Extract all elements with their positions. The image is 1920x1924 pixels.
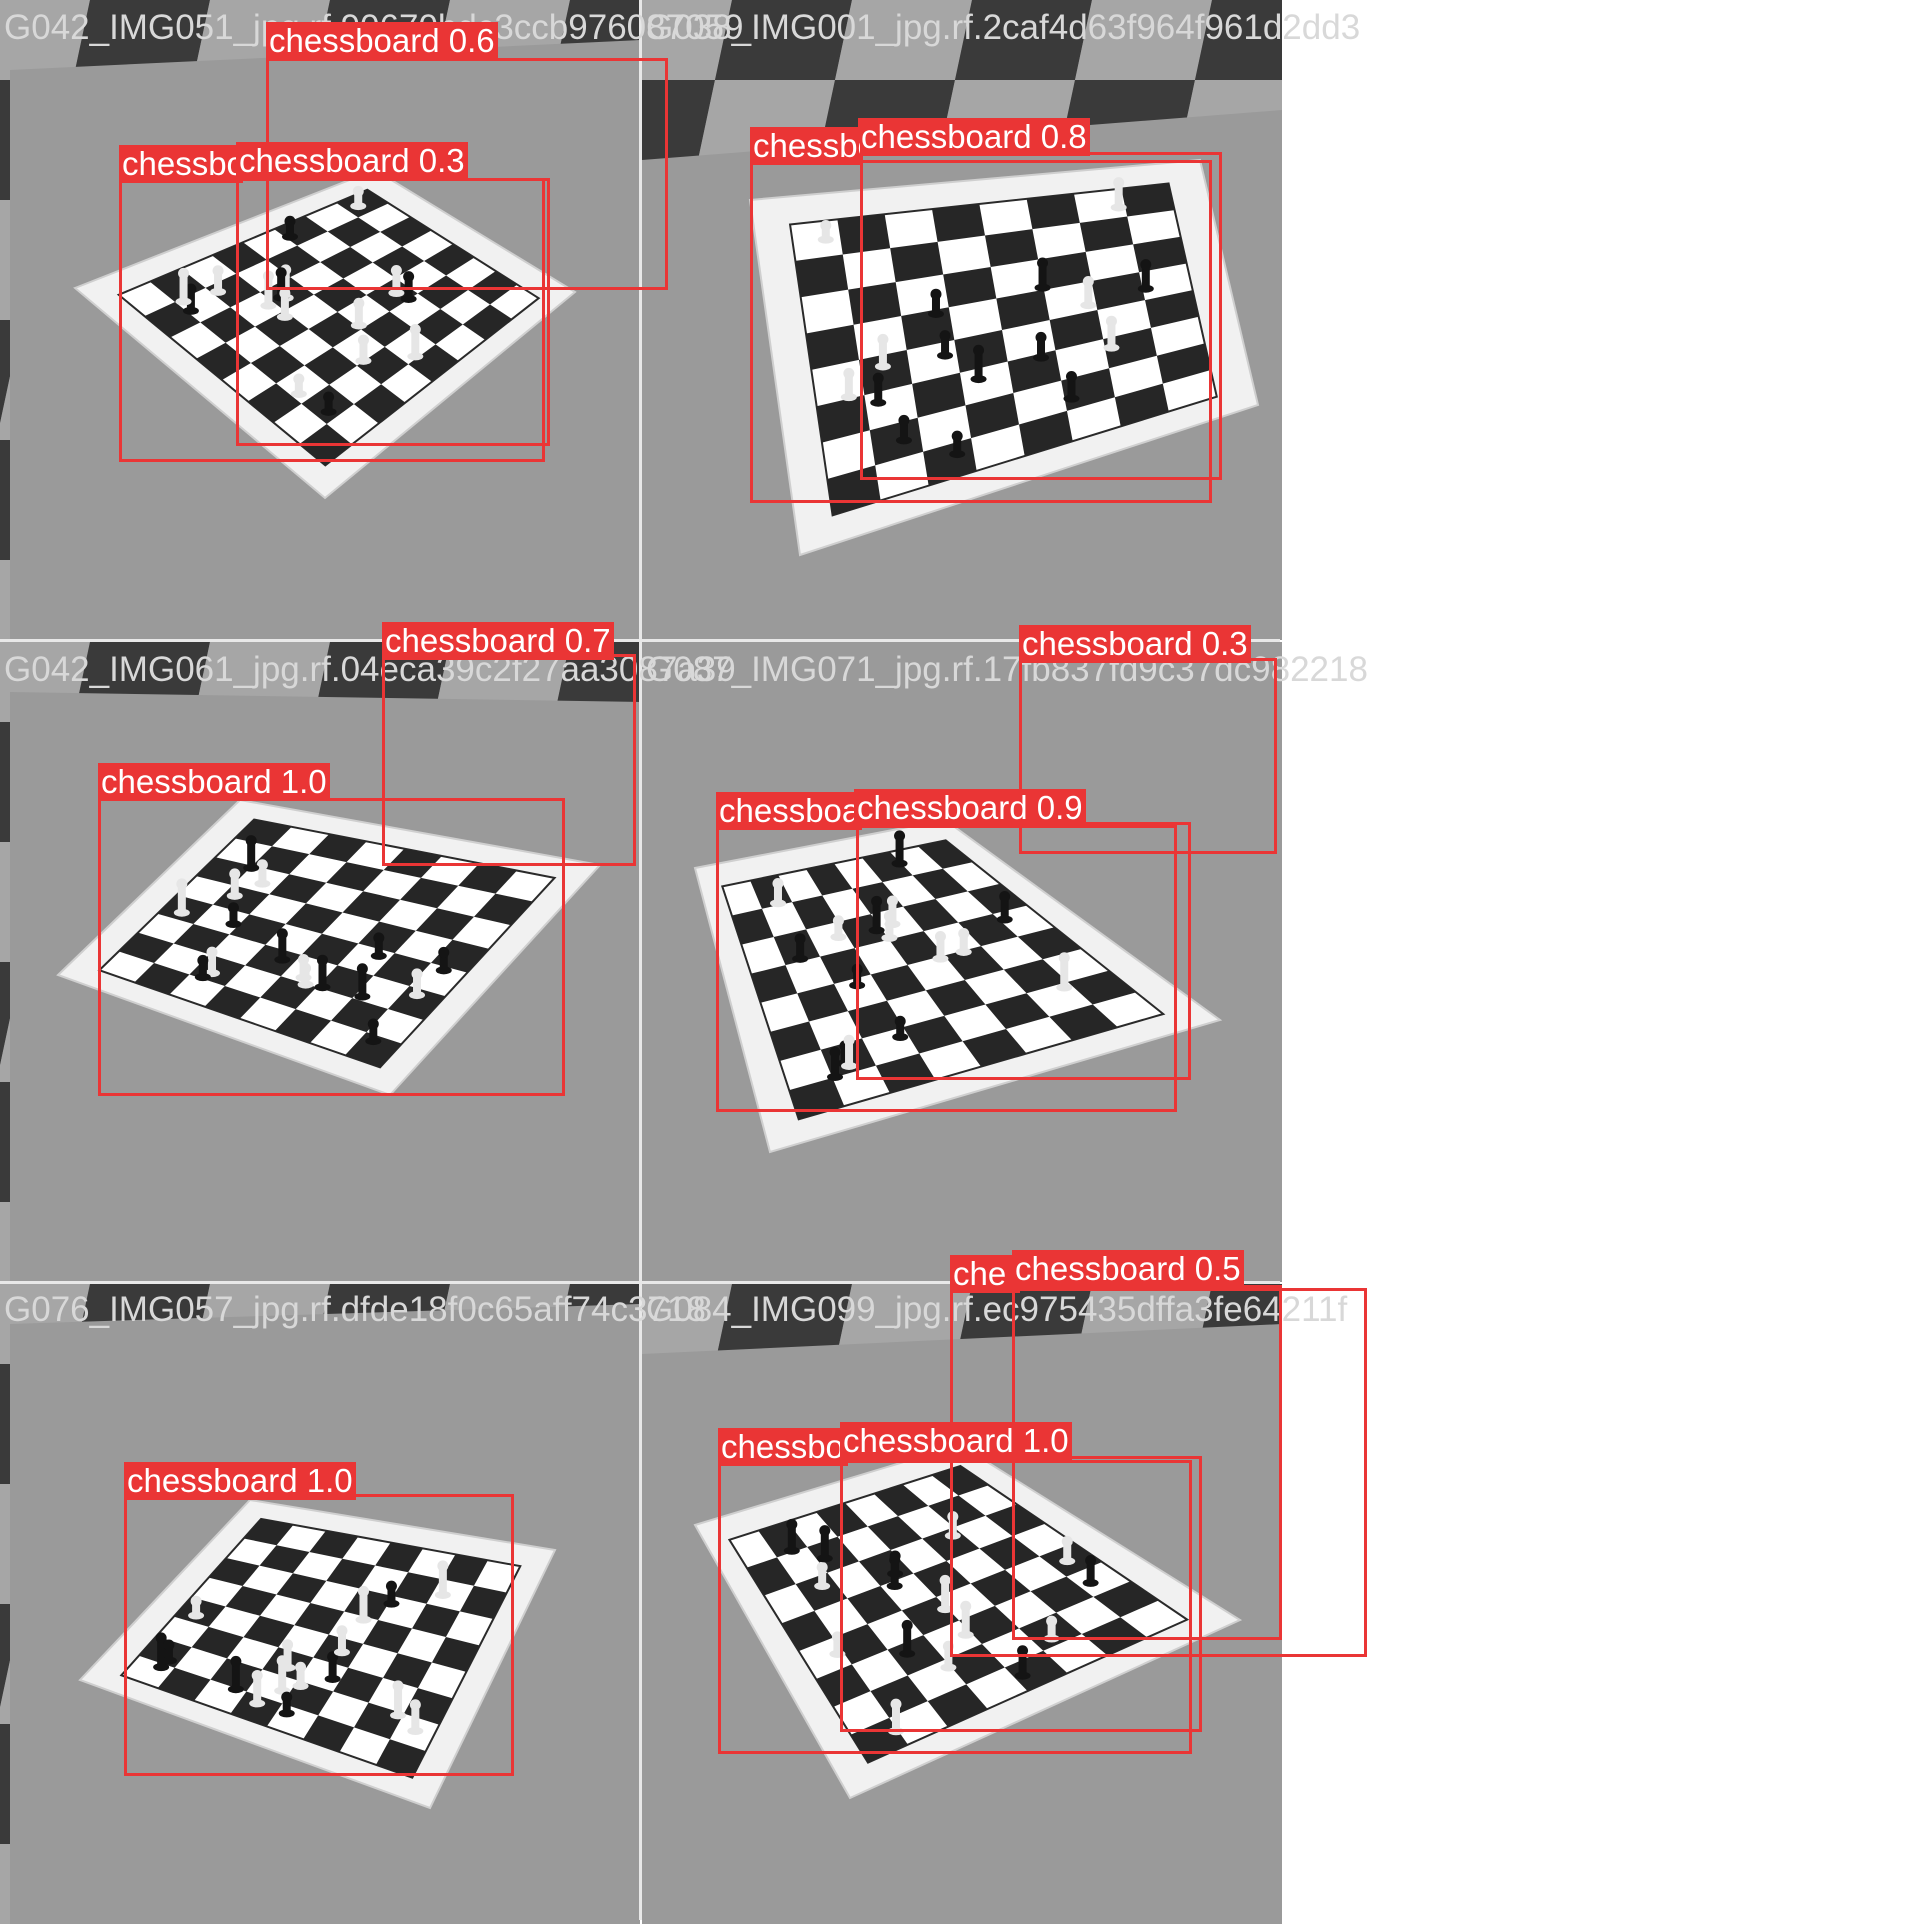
detection-box [950, 1288, 1367, 1657]
detection-label: chessboard 0.6 [266, 22, 498, 60]
detection-label: che [950, 1255, 1020, 1293]
image-tile [0, 642, 640, 1282]
detection-label: chessboard 0.3 [236, 142, 468, 180]
detection-label: chessboard 1.0 [98, 763, 330, 801]
image-tile [0, 1284, 640, 1924]
detection-box [98, 798, 565, 1096]
detection-label: chessboard [750, 127, 860, 165]
tile-filename: G084_IMG099_jpg.rf.ec975435dffa3fe64211f [646, 1290, 1348, 1329]
detection-label: chessboard 0.8 [858, 118, 1090, 156]
chess-photo [0, 642, 640, 1282]
chess-photo [642, 1284, 1282, 1924]
detection-box [236, 178, 550, 446]
tile-filename: G038_IMG001_jpg.rf.2caf4d63f964f961d2dd3 [646, 8, 1361, 47]
detection-box [856, 822, 1191, 1080]
detection-label: chessboard 1.0 [840, 1422, 1072, 1460]
detection-box [840, 1456, 1202, 1732]
tile-separator [639, 0, 642, 1920]
tile-filename: G076_IMG057_jpg.rf.dfde18f0c65aff74c3718 [4, 1290, 706, 1329]
tile-separator [0, 639, 1280, 642]
detection-label: chessboard 0.9 [854, 789, 1086, 827]
detection-label: chessboard [119, 145, 243, 183]
detection-box [718, 1460, 1192, 1754]
image-tile [0, 0, 640, 640]
detection-label: chessboard 0.5 [1012, 1250, 1244, 1288]
detection-box [750, 160, 1212, 503]
detection-label: chessboard 1.0 [124, 1462, 356, 1500]
image-tile [642, 0, 1282, 640]
image-mosaic [0, 0, 1282, 1924]
detection-label: chessboard [716, 792, 862, 830]
detection-label: chessboard 0.7 [382, 622, 614, 660]
image-tile [642, 1284, 1282, 1924]
chess-photo [0, 1284, 640, 1924]
detection-label: chessboard [718, 1428, 848, 1466]
chess-photo [642, 0, 1282, 640]
tile-separator [0, 1281, 1280, 1284]
tile-filename: G042_IMG061_jpg.rf.04eca39c2f27aa3087a39 [4, 650, 736, 689]
detection-label: chessboard 0.3 [1019, 625, 1251, 663]
detection-box [124, 1494, 514, 1776]
